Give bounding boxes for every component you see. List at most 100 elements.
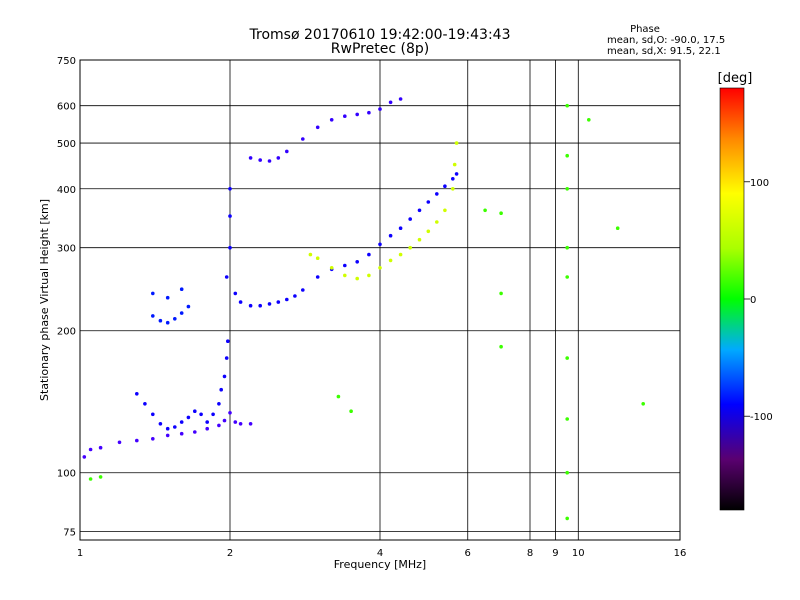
data-point [228,214,232,218]
colorbar-ticks: 100 0 -100 [744,178,773,423]
data-point [343,114,347,118]
data-point [398,252,403,257]
data-point [98,445,103,450]
data-point [226,339,230,344]
data-point [228,245,232,250]
data-point [285,149,289,154]
data-point [329,118,334,122]
data-point [329,266,334,270]
data-point [143,402,147,406]
y-axis-label: Stationary phase Virtual Height [km] [38,199,51,401]
data-point [224,275,229,279]
data-point [285,297,289,302]
data-point [315,275,320,279]
series-f2-x-mode-trace [308,141,459,281]
x-tick-label: 16 [674,548,687,559]
data-point [238,422,243,426]
data-point [193,409,197,414]
colorbar: [deg] 100 0 -100 [718,71,773,511]
data-point [276,300,281,304]
data-point [355,112,360,117]
data-point [301,288,305,292]
data-point [151,437,155,441]
phase-info: Phase mean, sd,O: -90.0, 17.5 mean, sd,X… [607,24,725,57]
data-point [258,303,263,308]
series-low-frequency-patch [151,287,191,325]
data-point [499,211,503,215]
data-point [443,208,447,213]
data-point [336,394,341,399]
data-point [293,294,297,298]
x-axis-ticks: 1 2 4 6 8 9 10 16 [77,548,687,559]
data-point [205,420,209,424]
colorbar-label: [deg] [718,71,753,86]
data-point [98,475,103,479]
x-tick-label: 8 [527,548,533,559]
data-point [451,177,455,181]
x-tick-label: 4 [377,548,383,559]
data-point [179,420,184,424]
colorbar-gradient [719,87,745,511]
data-point [565,187,569,191]
data-point [248,422,253,426]
data-point [199,412,203,417]
series-sporadic-echoes [88,103,645,521]
data-points [82,97,645,521]
data-point [151,291,155,296]
data-point [135,438,139,443]
data-point [211,412,215,417]
data-point [565,153,569,158]
data-point [388,258,393,263]
data-point [615,226,620,230]
data-point [388,233,393,238]
data-point [248,156,253,160]
data-point [565,516,569,521]
data-point [435,192,439,196]
data-point [343,273,347,278]
data-point [587,118,591,122]
y-tick-label: 750 [57,56,76,67]
data-point [186,304,191,309]
data-point [205,426,209,431]
data-point [398,97,403,101]
data-point [135,392,139,396]
data-point [417,237,422,242]
data-point [301,137,305,141]
data-point [233,420,238,424]
series-e-f1-low-trace [82,411,253,459]
data-point [217,402,221,406]
data-point [219,387,223,392]
phase-info-o-mode: mean, sd,O: -90.0, 17.5 [607,35,725,46]
data-point [224,356,229,360]
data-point [378,242,382,247]
y-tick-label: 75 [63,528,76,539]
colorbar-tick-label: 0 [750,295,756,306]
data-point [173,317,177,321]
data-point [267,302,272,306]
data-point [308,252,313,257]
data-point [258,158,263,162]
data-point [499,344,503,349]
data-point [228,187,232,191]
data-point [158,422,163,426]
data-point [378,107,382,111]
x-axis-label: Frequency [MHz] [334,558,426,571]
data-point [186,415,191,420]
data-point [343,263,347,268]
x-tick-label: 2 [227,548,233,559]
plot-frame [79,59,681,541]
data-point [173,425,177,429]
phase-info-x-mode: mean, sd,X: 91.5, 22.1 [607,46,721,57]
data-point [117,440,122,445]
data-point [641,402,645,406]
data-point [179,311,184,315]
data-point [367,252,371,257]
data-point [88,447,93,452]
data-point [222,374,227,379]
y-axis-ticks: 75 100 200 300 400 500 600 750 [57,56,76,539]
data-point [565,356,569,360]
data-point [565,470,569,475]
x-tick-label: 9 [552,548,558,559]
data-point [88,477,93,481]
